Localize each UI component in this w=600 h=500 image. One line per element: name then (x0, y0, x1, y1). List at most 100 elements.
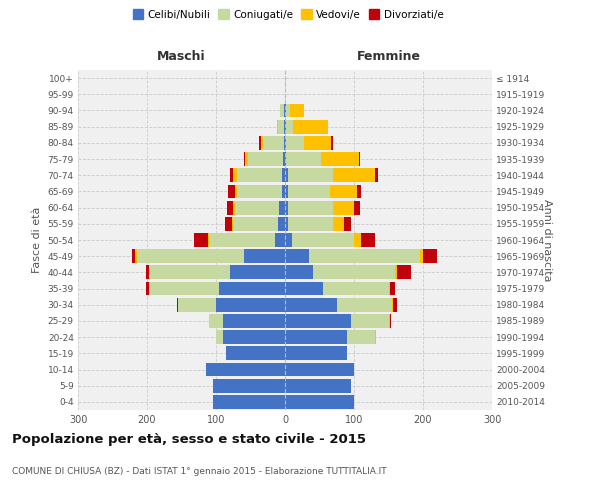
Bar (285, 266, 313, 280)
Bar (285, 362, 354, 376)
Bar (233, 168, 236, 182)
Bar (237, 184, 281, 198)
Bar (178, 298, 216, 312)
Bar (285, 330, 347, 344)
Bar (285, 168, 289, 182)
Bar (389, 314, 390, 328)
Bar (233, 200, 235, 214)
Bar (248, 152, 283, 166)
Legend: Celibi/Nubili, Coniugati/e, Vedovi/e, Divorziati/e: Celibi/Nubili, Coniugati/e, Vedovi/e, Di… (128, 5, 448, 24)
Bar (194, 233, 208, 247)
Bar (286, 136, 304, 149)
Bar (285, 184, 289, 198)
Bar (285, 314, 350, 328)
Bar (151, 266, 230, 280)
Bar (285, 298, 337, 312)
Bar (304, 136, 331, 149)
Bar (330, 184, 358, 198)
Bar (285, 379, 350, 392)
Bar (354, 233, 361, 247)
Bar (389, 282, 390, 296)
Bar (233, 217, 278, 230)
Bar (344, 217, 350, 230)
Bar (280, 200, 285, 214)
Bar (261, 136, 263, 149)
Bar (209, 314, 223, 328)
Bar (337, 298, 392, 312)
Bar (237, 168, 281, 182)
Bar (209, 233, 275, 247)
Bar (284, 120, 285, 134)
Bar (392, 298, 394, 312)
Bar (395, 266, 397, 280)
Bar (277, 120, 278, 134)
Bar (285, 152, 286, 166)
Text: Popolazione per età, sesso e stato civile - 2015: Popolazione per età, sesso e stato civil… (12, 432, 366, 446)
Bar (137, 250, 244, 263)
Bar (244, 152, 245, 166)
Y-axis label: Fasce di età: Fasce di età (32, 207, 42, 273)
Bar (176, 298, 178, 312)
Bar (397, 266, 410, 280)
Bar (285, 120, 286, 134)
Bar (278, 120, 284, 134)
Bar (283, 152, 285, 166)
Bar (313, 266, 395, 280)
Bar (149, 282, 151, 296)
Text: COMUNE DI CHIUSA (BZ) - Dati ISTAT 1° gennaio 2015 - Elaborazione TUTTITALIA.IT: COMUNE DI CHIUSA (BZ) - Dati ISTAT 1° ge… (12, 468, 386, 476)
Bar (146, 266, 149, 280)
Text: Femmine: Femmine (356, 50, 421, 62)
Bar (285, 395, 354, 409)
Bar (390, 282, 395, 296)
Bar (132, 250, 135, 263)
Bar (285, 282, 323, 296)
Bar (206, 362, 285, 376)
Bar (394, 298, 397, 312)
Bar (285, 136, 286, 149)
Bar (230, 266, 285, 280)
Bar (135, 250, 137, 263)
Bar (334, 168, 374, 182)
Bar (289, 168, 334, 182)
Bar (284, 104, 285, 118)
Bar (419, 250, 423, 263)
Bar (285, 104, 286, 118)
Bar (285, 346, 347, 360)
Bar (284, 136, 285, 149)
Bar (285, 200, 289, 214)
Bar (374, 168, 378, 182)
Bar (149, 266, 151, 280)
Bar (285, 233, 292, 247)
Bar (286, 120, 293, 134)
Text: Maschi: Maschi (157, 50, 206, 62)
Bar (235, 200, 280, 214)
Bar (259, 136, 261, 149)
Bar (245, 152, 248, 166)
Bar (278, 217, 285, 230)
Bar (285, 217, 289, 230)
Bar (212, 395, 285, 409)
Bar (347, 330, 375, 344)
Bar (309, 250, 419, 263)
Bar (275, 233, 285, 247)
Bar (225, 217, 232, 230)
Bar (146, 282, 149, 296)
Bar (226, 346, 285, 360)
Bar (289, 200, 334, 214)
Bar (216, 330, 223, 344)
Y-axis label: Anni di nascita: Anni di nascita (542, 198, 553, 281)
Bar (390, 314, 391, 328)
Bar (321, 152, 359, 166)
Bar (216, 298, 285, 312)
Bar (223, 330, 285, 344)
Bar (292, 233, 354, 247)
Bar (290, 104, 304, 118)
Bar (281, 184, 285, 198)
Bar (232, 217, 233, 230)
Bar (293, 120, 328, 134)
Bar (235, 184, 236, 198)
Bar (331, 136, 332, 149)
Bar (263, 136, 284, 149)
Bar (280, 104, 284, 118)
Bar (350, 314, 389, 328)
